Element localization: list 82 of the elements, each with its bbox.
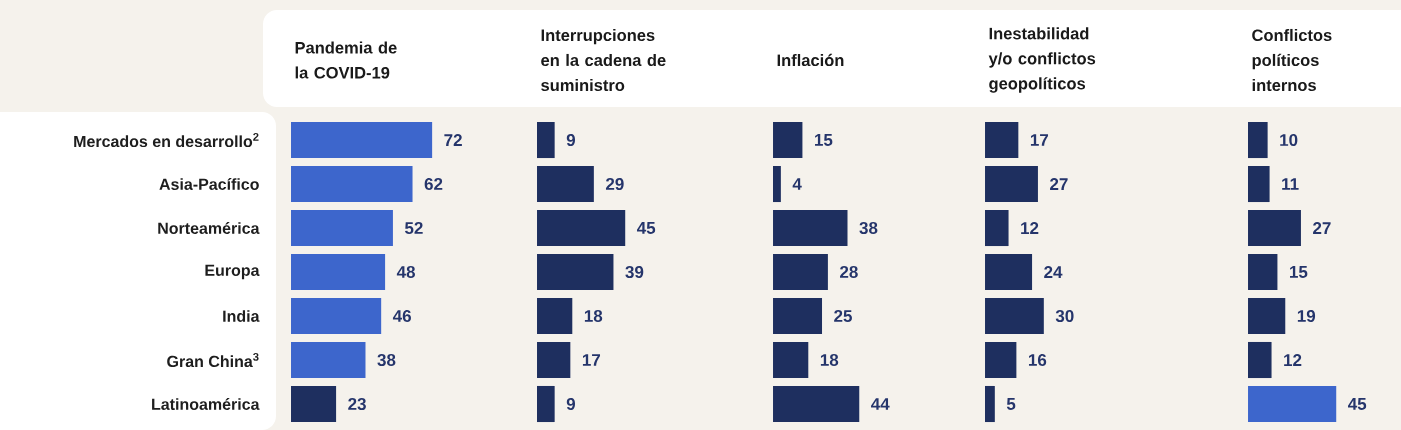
data-label: 4 — [792, 178, 802, 190]
data-label: 38 — [377, 353, 396, 367]
bar — [291, 253, 386, 291]
data-label: 15 — [815, 134, 833, 146]
data-label: 18 — [820, 353, 839, 367]
data-label: 62 — [424, 177, 443, 191]
data-label: 19 — [1297, 309, 1316, 323]
bar — [985, 121, 1019, 159]
chart-title: Interrupciones en la cadena de suministro — [541, 28, 666, 92]
chart-title: Pandemia de la COVID-19 — [295, 41, 397, 79]
bar — [537, 209, 626, 247]
bar — [291, 165, 413, 203]
bar — [773, 165, 781, 203]
data-label: 38 — [859, 221, 878, 235]
data-label: 39 — [625, 265, 644, 279]
bar — [291, 385, 337, 423]
data-label: 23 — [348, 397, 366, 411]
data-label: 48 — [396, 265, 415, 279]
data-label: 30 — [1055, 309, 1074, 323]
bar — [773, 385, 860, 423]
data-label: 9 — [566, 397, 576, 411]
data-label: 24 — [1044, 266, 1063, 278]
bar — [291, 209, 393, 247]
data-label: 45 — [636, 222, 656, 234]
bar — [537, 121, 555, 159]
y-tick-label: Gran China$^{3}$ — [167, 352, 259, 368]
data-label: 25 — [834, 309, 852, 323]
bar — [985, 165, 1038, 203]
bar — [1248, 297, 1286, 335]
data-label: 15 — [1290, 266, 1308, 278]
bar — [773, 341, 809, 379]
data-label: 52 — [404, 221, 423, 235]
bar — [985, 341, 1017, 379]
bar — [537, 297, 573, 335]
data-label: 72 — [444, 134, 462, 146]
data-label: 44 — [871, 398, 890, 410]
bar — [773, 121, 803, 159]
data-label: 28 — [840, 265, 858, 279]
chart-title: Inestabilidad y/o conflictos geopolíticos — [988, 27, 1096, 93]
bar — [291, 297, 382, 335]
data-label: 16 — [1028, 353, 1047, 367]
y-tick-label: Norteamérica — [158, 222, 260, 234]
bar — [985, 297, 1044, 335]
data-label: 29 — [605, 177, 624, 191]
data-label: 17 — [582, 354, 601, 366]
data-label: 17 — [1030, 134, 1049, 146]
bar — [985, 209, 1009, 247]
bar — [985, 253, 1033, 291]
data-label: 27 — [1313, 222, 1331, 234]
bar — [537, 165, 594, 203]
bar — [773, 253, 828, 291]
data-label: 18 — [584, 309, 603, 323]
bar — [985, 385, 995, 423]
bar — [537, 341, 571, 379]
bar — [1248, 341, 1272, 379]
y-tick-label: Mercados en desarrollo$^{2}$ — [74, 132, 259, 148]
data-label: 27 — [1050, 178, 1068, 190]
data-label: 10 — [1280, 133, 1298, 147]
data-label: 46 — [392, 309, 411, 323]
bar — [537, 385, 555, 423]
bar — [773, 297, 823, 335]
y-tick-label: Asia-Pacífico — [159, 178, 259, 190]
y-tick-label: India — [223, 310, 260, 322]
bar — [291, 121, 433, 159]
bar — [291, 341, 366, 379]
chart-title: Inflación — [777, 53, 844, 67]
bar — [537, 253, 614, 291]
data-label: 9 — [566, 133, 576, 147]
bar — [1248, 121, 1268, 159]
data-label: 11 — [1282, 178, 1299, 190]
bar — [1248, 253, 1278, 291]
bar — [1248, 209, 1301, 247]
data-label: 12 — [1284, 354, 1302, 366]
data-label: 45 — [1348, 398, 1367, 410]
data-label: 5 — [1006, 398, 1016, 410]
y-tick-label: Europa — [205, 264, 260, 280]
bar — [1248, 165, 1270, 203]
bar — [1248, 385, 1337, 423]
y-tick-label: Latinoamérica — [152, 398, 260, 410]
chart-title: Conflictos políticos internos — [1252, 28, 1332, 92]
data-label: 12 — [1021, 222, 1039, 234]
bar — [773, 209, 848, 247]
